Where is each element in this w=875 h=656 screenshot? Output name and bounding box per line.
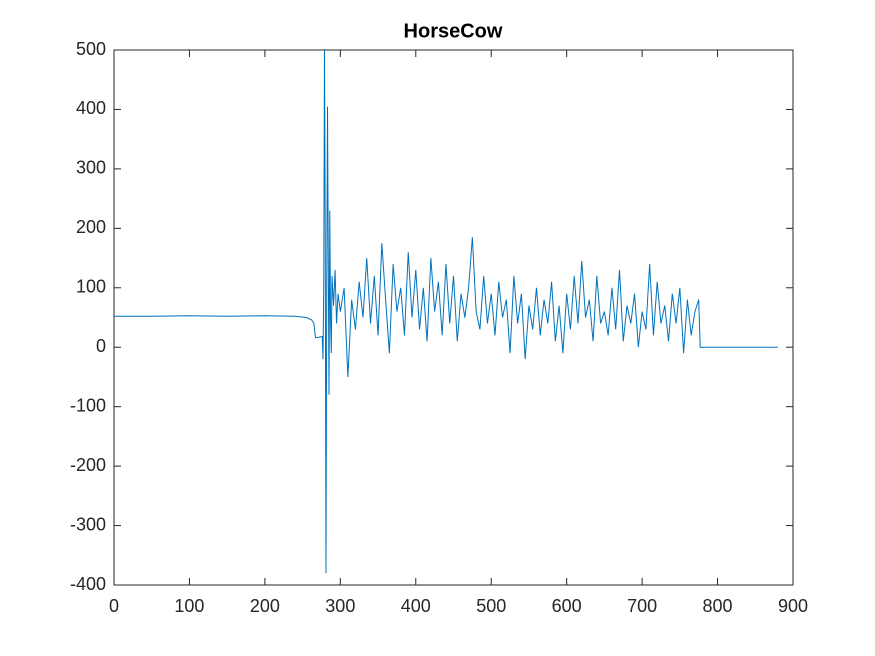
y-tick-label: -100: [70, 395, 106, 415]
plot-box: [113, 49, 794, 586]
x-tick-label: 600: [552, 596, 582, 616]
y-tick-label: -200: [70, 455, 106, 475]
x-tick-label: 100: [174, 596, 204, 616]
x-tick-label: 300: [325, 596, 355, 616]
data-line: [114, 49, 778, 574]
chart-title: HorseCow: [404, 20, 503, 42]
x-tick-label: 0: [109, 596, 119, 616]
x-tick-label: 800: [703, 596, 733, 616]
y-tick-label: -400: [70, 574, 106, 594]
y-tick-label: 300: [76, 158, 106, 178]
y-tick-label: 200: [76, 217, 106, 237]
y-tick-label: -300: [70, 514, 106, 534]
y-tick-label: 0: [96, 336, 106, 356]
x-tick-label: 700: [627, 596, 657, 616]
y-tick-label: 400: [76, 98, 106, 118]
y-tick-label: 500: [76, 39, 106, 59]
x-tick-label: 500: [476, 596, 506, 616]
x-tick-label: 900: [778, 596, 808, 616]
y-tick-label: 100: [76, 277, 106, 297]
x-tick-label: 400: [401, 596, 431, 616]
x-tick-label: 200: [250, 596, 280, 616]
